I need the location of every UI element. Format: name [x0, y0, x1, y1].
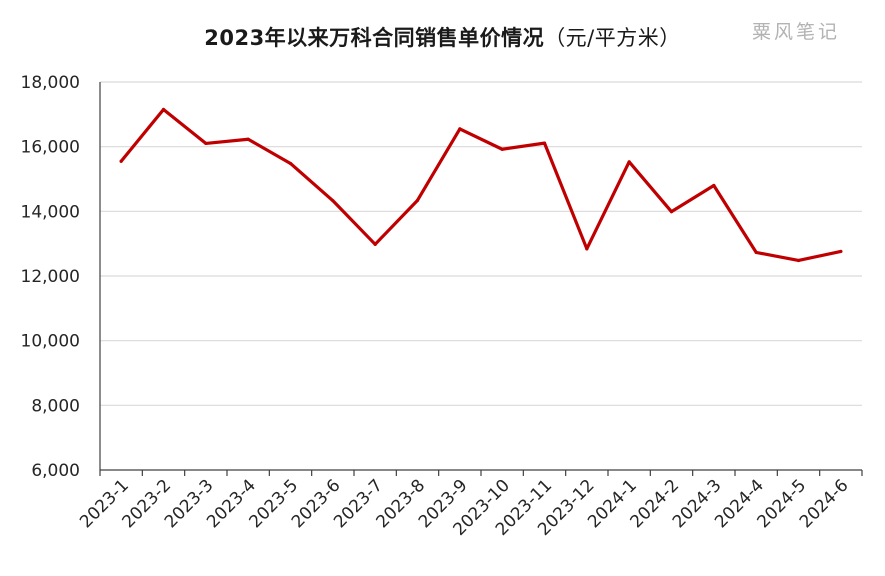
chart-title-unit: （元/平方米） [544, 26, 681, 50]
y-tick-label: 12,000 [21, 267, 80, 287]
data-point [415, 198, 420, 202]
data-point [712, 183, 716, 188]
y-tick-label: 8,000 [31, 396, 80, 416]
data-point [500, 147, 504, 151]
y-tick-label: 16,000 [21, 138, 80, 158]
data-point [119, 159, 123, 163]
data-point [161, 107, 166, 112]
y-tick-label: 6,000 [31, 461, 80, 481]
data-point [669, 210, 674, 214]
chart-title: 2023年以来万科合同销售单价情况（元/平方米） [0, 22, 885, 52]
data-point [246, 137, 250, 141]
data-point [458, 127, 462, 131]
series-line [119, 107, 843, 263]
data-point [585, 247, 589, 251]
data-point [288, 161, 293, 166]
gridlines [100, 81, 862, 406]
watermark: 粟风笔记 [752, 21, 841, 43]
data-point [373, 242, 377, 246]
data-point [839, 249, 843, 254]
y-tick-label: 14,000 [21, 202, 80, 222]
series-group [119, 107, 843, 263]
data-point [796, 258, 801, 263]
data-point [204, 141, 208, 146]
data-point [331, 199, 335, 203]
data-point [754, 250, 758, 254]
x-axis-ticks: 2023-12023-22023-32023-42023-52023-62023… [76, 476, 852, 540]
y-tick-label: 18,000 [21, 73, 80, 93]
y-axis-ticks: 6,000 8,000 10,000 12,000 14,000 16,000 18,000 [21, 73, 80, 481]
chart-title-main: 2023年以来万科合同销售单价情况 [204, 26, 545, 50]
data-point [542, 141, 547, 145]
data-point [627, 160, 631, 164]
y-tick-label: 10,000 [21, 332, 80, 352]
axes [99, 82, 863, 476]
